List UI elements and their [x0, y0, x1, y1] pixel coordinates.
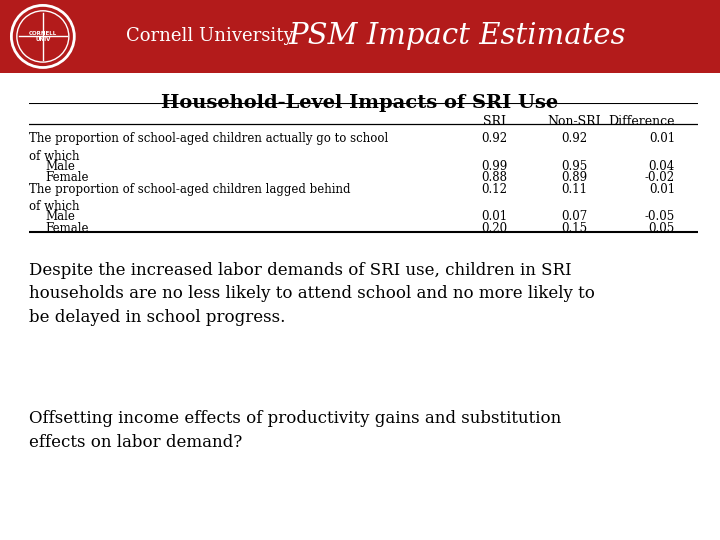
Text: PSM Impact Estimates: PSM Impact Estimates [289, 23, 626, 50]
Text: 0.01: 0.01 [649, 183, 675, 195]
Text: 0.95: 0.95 [562, 160, 588, 173]
Text: 0.05: 0.05 [649, 222, 675, 235]
Text: 0.89: 0.89 [562, 171, 588, 184]
Text: Despite the increased labor demands of SRI use, children in SRI
households are n: Despite the increased labor demands of S… [29, 262, 595, 326]
Text: The proportion of school-aged children actually go to school: The proportion of school-aged children a… [29, 132, 388, 145]
Text: 0.01: 0.01 [649, 132, 675, 145]
Text: Non-SRI: Non-SRI [548, 114, 601, 127]
Text: -0.05: -0.05 [644, 211, 675, 224]
Text: 0.92: 0.92 [481, 132, 507, 145]
Text: The proportion of school-aged children lagged behind: The proportion of school-aged children l… [29, 183, 351, 195]
Text: 0.11: 0.11 [562, 183, 588, 195]
Text: 0.07: 0.07 [562, 211, 588, 224]
Text: Cornell University: Cornell University [126, 28, 294, 45]
Text: 0.88: 0.88 [481, 171, 507, 184]
Text: Offsetting income effects of productivity gains and substitution
effects on labo: Offsetting income effects of productivit… [29, 410, 561, 451]
Text: 0.12: 0.12 [481, 183, 507, 195]
Text: 0.99: 0.99 [481, 160, 508, 173]
Text: CORNELL
UNIV: CORNELL UNIV [29, 31, 57, 42]
Text: Difference: Difference [608, 114, 675, 127]
Text: 0.04: 0.04 [649, 160, 675, 173]
Text: of which: of which [29, 150, 79, 163]
Text: of which: of which [29, 200, 79, 213]
Text: Female: Female [45, 222, 89, 235]
Text: 0.15: 0.15 [562, 222, 588, 235]
Text: Male: Male [45, 160, 76, 173]
Text: 0.92: 0.92 [562, 132, 588, 145]
Text: Female: Female [45, 171, 89, 184]
Text: SRI: SRI [482, 114, 505, 127]
Text: 0.01: 0.01 [481, 211, 507, 224]
Text: Male: Male [45, 211, 76, 224]
Text: -0.02: -0.02 [645, 171, 675, 184]
Text: Household-Level Impacts of SRI Use: Household-Level Impacts of SRI Use [161, 94, 559, 112]
Text: 0.20: 0.20 [481, 222, 507, 235]
